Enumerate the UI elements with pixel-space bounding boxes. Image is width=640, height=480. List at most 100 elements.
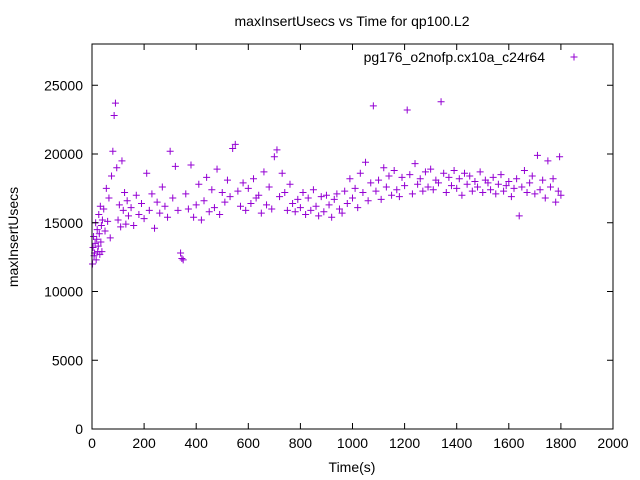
data-point — [179, 256, 187, 264]
data-point — [419, 187, 427, 195]
data-point — [95, 211, 103, 218]
y-tick-label: 5000 — [52, 352, 83, 368]
data-point — [151, 224, 159, 232]
data-point — [395, 193, 403, 201]
legend: pg176_o2nofp.cx10a_c24r64 — [364, 49, 578, 65]
data-point — [169, 194, 177, 202]
data-point — [554, 187, 562, 195]
data-point — [320, 208, 328, 216]
data-point — [442, 189, 450, 196]
data-point — [520, 167, 528, 174]
data-point — [546, 183, 554, 191]
data-point — [476, 168, 484, 176]
data-point — [523, 189, 531, 196]
data-point — [97, 238, 105, 246]
data-point — [556, 153, 564, 161]
data-point — [187, 161, 195, 169]
data-point — [489, 173, 497, 181]
data-point — [255, 191, 263, 199]
x-tick-label: 1400 — [441, 435, 472, 451]
data-point — [507, 193, 515, 201]
data-point — [544, 157, 552, 165]
data-point — [411, 160, 419, 168]
data-point — [309, 186, 317, 194]
data-point — [528, 172, 536, 180]
data-point — [349, 194, 356, 202]
data-point — [174, 206, 182, 214]
data-point — [229, 145, 237, 152]
data-point — [445, 173, 453, 181]
data-point — [453, 184, 461, 192]
data-point — [148, 190, 156, 198]
x-tick-label: 800 — [289, 435, 313, 451]
data-point — [356, 169, 364, 177]
data-point — [494, 180, 502, 188]
data-point — [341, 187, 349, 195]
data-point — [135, 211, 143, 218]
data-point — [145, 206, 153, 214]
data-point — [205, 208, 213, 216]
data-point — [533, 151, 541, 159]
data-point — [221, 198, 229, 206]
data-point — [270, 153, 278, 161]
data-point — [408, 190, 416, 198]
data-point — [552, 198, 560, 206]
data-point — [315, 212, 323, 220]
data-point — [354, 204, 362, 212]
data-point — [343, 200, 351, 207]
data-point — [281, 189, 289, 196]
data-point — [247, 200, 255, 207]
data-point — [137, 200, 145, 207]
data-point — [98, 216, 106, 224]
data-point — [244, 184, 252, 192]
data-point — [223, 176, 231, 184]
data-point — [434, 179, 442, 187]
data-point — [401, 182, 409, 190]
data-point — [505, 178, 513, 185]
data-point — [289, 200, 297, 207]
data-point — [124, 212, 132, 220]
data-point — [113, 164, 121, 172]
data-point — [177, 249, 185, 257]
data-point — [100, 205, 108, 213]
data-point — [440, 169, 448, 177]
data-point — [450, 167, 458, 174]
data-point — [388, 191, 396, 199]
data-point — [375, 176, 383, 184]
data-point — [466, 172, 474, 180]
data-point — [101, 227, 109, 235]
data-point — [218, 189, 226, 196]
data-point — [190, 213, 198, 221]
x-axis-label: Time(s) — [329, 459, 376, 475]
data-point — [115, 201, 123, 209]
data-point — [236, 202, 244, 210]
data-point — [208, 186, 216, 194]
data-point — [510, 184, 518, 192]
data-point — [367, 179, 375, 187]
y-tick-label: 10000 — [44, 284, 83, 300]
data-point — [130, 222, 138, 229]
data-point — [117, 223, 125, 231]
data-point — [382, 183, 390, 191]
data-point — [526, 179, 534, 187]
y-tick-label: 25000 — [44, 77, 83, 93]
data-point — [322, 191, 330, 199]
data-point — [122, 220, 130, 228]
data-point — [98, 248, 106, 256]
data-point — [156, 209, 164, 217]
x-tick-label: 1200 — [389, 435, 420, 451]
y-axis-ticks: 0 5000 10000 15000 20000 25000 — [44, 77, 613, 437]
x-tick-label: 1600 — [493, 435, 524, 451]
data-point — [102, 184, 110, 192]
data-point — [312, 202, 320, 210]
data-point — [250, 175, 258, 183]
data-point — [497, 171, 505, 179]
data-point — [276, 193, 284, 201]
data-point — [203, 173, 211, 181]
data-point — [302, 211, 310, 218]
data-point — [234, 187, 242, 195]
data-point — [166, 147, 174, 155]
data-point — [195, 180, 203, 188]
